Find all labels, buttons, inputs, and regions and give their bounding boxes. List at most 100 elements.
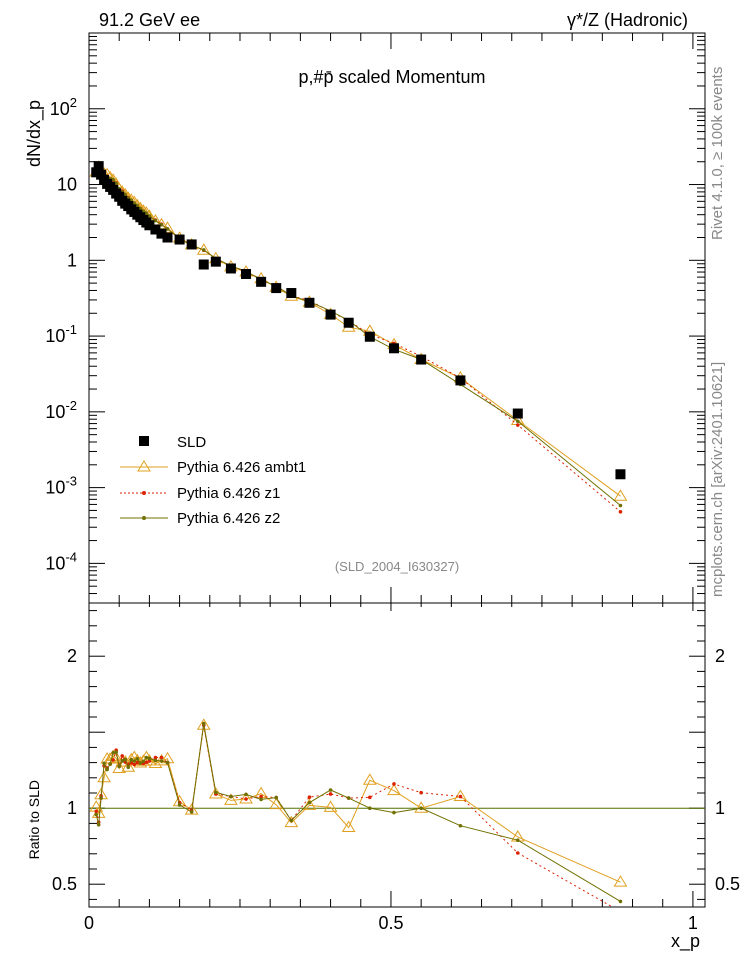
legend-marker-z1 (142, 491, 146, 495)
data-point-z2 (141, 209, 146, 213)
ratio-point-z1 (94, 809, 99, 814)
legend-label-ambt1: Pythia 6.426 ambt1 (177, 459, 306, 476)
y-axis-title: dN/dx_p (24, 100, 45, 167)
analysis-id-label: (SLD_2004_I630327) (335, 559, 459, 574)
legend-label-z2: Pythia 6.426 z2 (177, 510, 280, 527)
ratio-point-z1 (111, 758, 115, 762)
ratio-point-ambt1 (224, 793, 238, 805)
ratio-point-ambt1 (302, 798, 317, 810)
ratio-point-z1 (392, 782, 396, 786)
ratio-point-ambt1 (269, 797, 284, 810)
data-point-z1 (618, 509, 623, 514)
ratio-point-z2 (120, 759, 125, 763)
x-tick-label: 0 (84, 913, 94, 933)
y-tick-label: 10-3 (45, 474, 77, 498)
data-point-sld (271, 283, 282, 294)
rivet-label: Rivet 4.1.0, ≥ 100k events (709, 67, 726, 240)
ratio-point-z2 (123, 757, 128, 762)
ratio-line-z1 (95, 725, 614, 907)
ratio-point-z2 (244, 792, 248, 797)
data-point-z2 (201, 248, 206, 252)
ratio-point-z2 (117, 764, 121, 769)
data-point-sld (304, 297, 315, 308)
ratio-point-z2 (102, 761, 106, 766)
data-point-sld (388, 343, 399, 354)
y-tick-label: 1 (67, 250, 77, 270)
data-point-z2 (132, 201, 137, 205)
ratio-point-ambt1 (613, 875, 628, 887)
ratio-point-ambt1 (154, 753, 169, 766)
ratio-point-z2 (99, 796, 103, 800)
ratio-point-z2 (111, 750, 115, 755)
ratio-point-z1 (132, 762, 137, 767)
ratio-point-ambt1 (184, 803, 199, 815)
ratio-point-z1 (144, 760, 149, 765)
ratio-point-z2 (229, 794, 233, 799)
data-point-sld (93, 161, 104, 172)
data-point-z2 (159, 222, 164, 227)
data-point-z1 (515, 423, 520, 427)
ratio-point-ambt1 (323, 800, 338, 812)
data-point-sld (286, 288, 297, 299)
data-point-sld (512, 408, 523, 419)
ratio-point-z2 (159, 759, 164, 763)
ratio-point-z2 (153, 758, 158, 763)
data-point-sld (325, 309, 336, 320)
x-tick-label: 1 (688, 913, 698, 933)
ratio-point-z1 (515, 851, 520, 855)
ratio-point-z2 (259, 797, 263, 802)
ratio-point-z2 (105, 767, 109, 772)
legend: SLD Pythia 6.426 ambt1 Pythia 6.426 z1 P… (120, 434, 306, 527)
ratio-point-z1 (153, 755, 158, 760)
series-line-ambt1 (95, 166, 621, 497)
ratio-point-z1 (328, 792, 333, 796)
data-point-sld (416, 354, 427, 365)
ratio-point-z1 (244, 797, 248, 801)
ratio-point-z2 (147, 756, 152, 761)
data-point-z2 (144, 211, 149, 215)
chart-title: p,#p̄ scaled Momentum (298, 67, 485, 87)
ratio-point-ambt1 (414, 801, 429, 813)
data-point-sld (150, 224, 161, 235)
ratio-point-z1 (419, 790, 423, 795)
ratio-point-z2 (346, 796, 351, 800)
data-point-sld (241, 268, 252, 279)
ratio-point-ambt1 (453, 789, 468, 802)
ratio-point-z2 (289, 818, 294, 823)
data-point-sld (96, 169, 107, 180)
ratio-point-z1 (368, 795, 372, 800)
x-axis-title: x_p (671, 931, 700, 952)
ratio-point-z2 (214, 790, 218, 795)
ratio-point-z2 (189, 810, 194, 814)
data-point-z2 (153, 218, 158, 223)
ratio-point-z2 (94, 812, 99, 817)
ratio-point-z2 (392, 810, 396, 815)
ratio-point-z1 (120, 754, 125, 758)
data-point-sld (256, 276, 267, 287)
ratio-point-ambt1 (109, 751, 124, 763)
ratio-point-z2 (515, 838, 520, 842)
ratio-point-z1 (458, 794, 463, 799)
y-tick-label: 102 (50, 95, 77, 119)
ratio-point-z1 (259, 794, 263, 799)
data-point-sld (162, 232, 173, 243)
ratio-tick-label: 1 (715, 798, 725, 818)
data-point-z2 (147, 214, 152, 218)
y-tick-label: 10-4 (45, 549, 77, 573)
legend-label-sld: SLD (177, 434, 206, 451)
ratio-tick-label: 0.5 (52, 874, 77, 894)
data-point-sld (343, 317, 354, 328)
legend-label-z1: Pythia 6.426 z1 (177, 485, 280, 502)
ratio-point-z2 (126, 765, 131, 770)
data-point-sld (225, 263, 236, 274)
ratio-tick-label: 2 (715, 646, 725, 666)
data-point-z2 (165, 227, 170, 231)
data-point-z2 (135, 203, 140, 208)
data-point-sld (186, 239, 197, 250)
ratio-point-z2 (458, 823, 463, 828)
ratio-point-z1 (159, 755, 164, 760)
series-line-z2 (95, 169, 621, 506)
ratio-point-ambt1 (341, 820, 356, 832)
ratio-tick-label: 0.5 (715, 874, 740, 894)
